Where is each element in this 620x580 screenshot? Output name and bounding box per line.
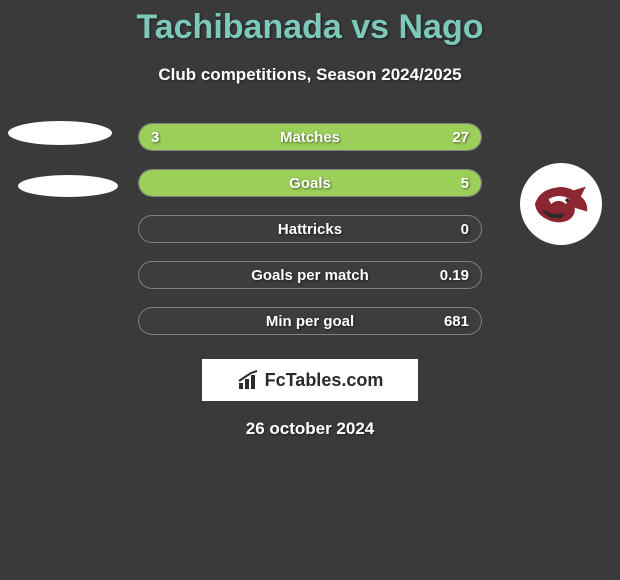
avatar-placeholder [18, 175, 118, 197]
stat-bars: 3Matches27 Goals5 Hattricks0 Goals per matc… [138, 123, 482, 335]
chart-icon [237, 369, 261, 391]
stat-label: Matches [139, 124, 481, 150]
stat-value-right: 27 [452, 124, 469, 150]
coyote-icon [530, 179, 592, 229]
stat-value-right: 0.19 [440, 262, 469, 288]
brand-text: FcTables.com [265, 370, 384, 391]
subtitle: Club competitions, Season 2024/2025 [0, 65, 620, 85]
right-team-badge [520, 163, 602, 245]
stat-row: Min per goal681 [138, 307, 482, 335]
stat-row: Goals per match0.19 [138, 261, 482, 289]
stat-label: Goals per match [139, 262, 481, 288]
stat-value-right: 0 [461, 216, 469, 242]
page-title: Tachibanada vs Nago [0, 0, 620, 47]
stat-row: Goals5 [138, 169, 482, 197]
stat-value-right: 681 [444, 308, 469, 334]
stat-row: 3Matches27 [138, 123, 482, 151]
stat-row: Hattricks0 [138, 215, 482, 243]
avatar-placeholder [8, 121, 112, 145]
stat-label: Hattricks [139, 216, 481, 242]
left-team-avatar-stack [8, 121, 118, 197]
date-text: 26 october 2024 [0, 419, 620, 439]
stat-label: Goals [139, 170, 481, 196]
comparison-card: Tachibanada vs Nago Club competitions, S… [0, 0, 620, 439]
stats-area: 3Matches27 Goals5 Hattricks0 Goals per matc… [0, 123, 620, 335]
stat-value-right: 5 [461, 170, 469, 196]
stat-label: Min per goal [139, 308, 481, 334]
brand-logo[interactable]: FcTables.com [202, 359, 418, 401]
